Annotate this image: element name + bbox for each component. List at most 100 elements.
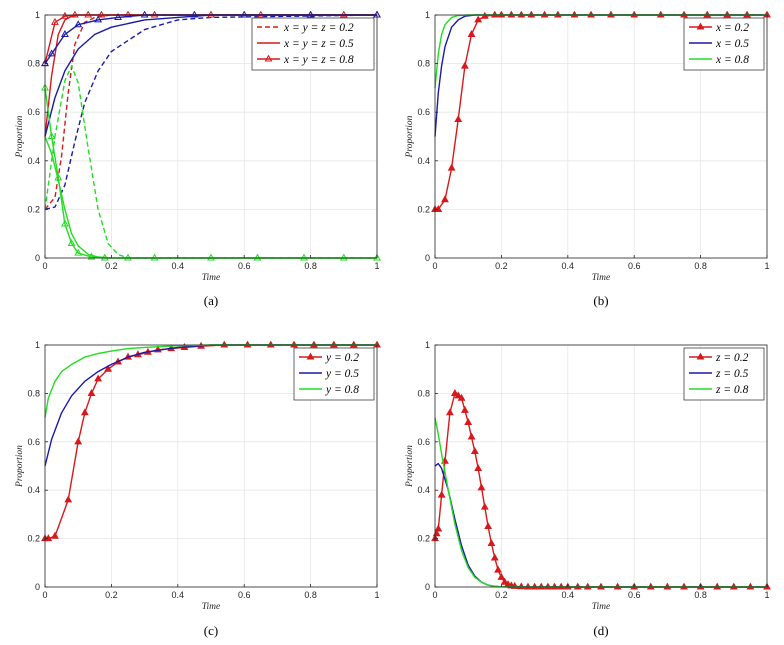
legend-label: x = y = z = 0.8 (283, 54, 354, 66)
y-tick-label: 0.2 (27, 534, 40, 544)
data-point-marker (253, 253, 262, 261)
data-point-marker (94, 15, 103, 23)
x-tick-label: 0.4 (172, 590, 185, 600)
y-tick-label: 0 (35, 253, 40, 263)
y-tick-label: 0 (425, 253, 430, 263)
data-point-marker (84, 11, 93, 18)
legend-label: z = 0.2 (715, 352, 749, 364)
data-point-marker (460, 61, 469, 69)
data-point-marker (454, 115, 463, 123)
data-point-marker (64, 495, 73, 503)
data-point-marker (87, 388, 96, 396)
data-point-marker (474, 464, 483, 471)
y-axis-label: Proportion (405, 445, 415, 488)
y-tick-label: 1 (35, 340, 40, 350)
y-tick-label: 0.4 (417, 485, 430, 495)
data-point-marker (454, 391, 463, 399)
x-axis-label: Time (592, 602, 610, 612)
axes-box (44, 14, 378, 259)
series-line-5 (44, 14, 377, 137)
data-point-marker (47, 49, 56, 57)
y-tick-label: 0.8 (27, 59, 40, 69)
x-tick-label: 0.8 (694, 590, 707, 600)
legend-marker (306, 352, 315, 360)
chart-panel-2: 0 0.2 0.4 0.6 0.8 1 0 0.2 0.4 0.6 0.8 1 Time Proporti… (405, 10, 771, 308)
data-point-marker (61, 30, 69, 37)
x-tick-label: 0.8 (304, 590, 317, 600)
data-point-marker (467, 30, 476, 37)
subfigure-caption: (a) (204, 293, 218, 308)
x-tick-label: 0.6 (238, 590, 251, 600)
data-point-marker (447, 163, 456, 171)
y-tick-label: 0.6 (417, 437, 430, 447)
x-tick-label: 0.2 (495, 590, 508, 600)
data-point-marker (140, 11, 149, 18)
plot-area (41, 11, 381, 261)
data-point-marker (74, 437, 83, 445)
subfigure-caption: (b) (593, 293, 608, 308)
legend-label: y = 0.8 (325, 384, 359, 396)
legend-label: y = 0.2 (325, 352, 359, 364)
x-tick-label: 0.4 (562, 590, 575, 600)
data-point-marker (74, 20, 83, 28)
data-point-marker (470, 447, 479, 455)
x-axis-label: Time (592, 273, 610, 283)
data-point-marker (434, 524, 443, 532)
x-tick-label: 0 (42, 261, 47, 271)
data-point-marker (104, 364, 112, 372)
y-tick-label: 0.2 (27, 204, 40, 214)
data-point-marker (190, 11, 199, 18)
y-tick-label: 0.8 (27, 388, 40, 398)
data-point-marker (61, 11, 69, 19)
subfigure-caption: (d) (593, 623, 608, 638)
x-tick-label: 0 (42, 590, 47, 600)
data-point-marker (497, 572, 506, 580)
x-tick-label: 0.6 (628, 261, 641, 271)
data-point-marker (100, 253, 109, 261)
y-tick-label: 0.4 (27, 156, 40, 166)
y-axis-label: Proportion (15, 445, 25, 488)
x-axis-label: Time (202, 602, 220, 612)
data-point-marker (97, 11, 106, 18)
data-point-marker (74, 248, 83, 256)
data-point-marker (51, 17, 59, 25)
axes-box (434, 344, 768, 588)
legend-box (293, 347, 375, 401)
y-tick-label: 0 (425, 582, 430, 592)
x-tick-label: 0.2 (105, 261, 118, 271)
legend-marker (696, 22, 705, 30)
x-tick-label: 1 (764, 590, 769, 600)
axes-box (434, 14, 768, 259)
data-point-marker (306, 11, 315, 18)
series-line-2 (434, 462, 767, 588)
data-point-marker (434, 204, 443, 212)
chart-panel-3: 0 0.2 0.4 0.6 0.8 1 0 0.2 0.4 0.6 0.8 1 Time Proporti… (15, 340, 381, 638)
chart-panel-1: 0 0.2 0.4 0.6 0.8 1 0 0.2 0.4 0.6 0.8 1 Time Proporti… (15, 10, 381, 308)
data-point-marker (114, 13, 122, 20)
legend-label: z = 0.8 (715, 384, 749, 396)
x-tick-label: 1 (374, 261, 379, 271)
data-point-marker (87, 252, 96, 260)
data-point-marker (480, 502, 489, 510)
chart-panel-4: 0 0.2 0.4 0.6 0.8 1 0 0.2 0.4 0.6 0.8 1 Time Proporti… (405, 340, 771, 638)
y-tick-label: 0.4 (27, 485, 40, 495)
series-line-6 (44, 136, 377, 259)
y-axis-label: Proportion (405, 115, 415, 158)
data-point-marker (373, 253, 381, 261)
data-point-marker (464, 418, 473, 425)
plot-area (431, 388, 771, 590)
legend-label: x = 0.8 (715, 54, 749, 66)
legend: x = 0.2 x = 0.5 x = 0.8 (683, 17, 765, 71)
legend-box (251, 17, 375, 71)
series-line-3 (44, 65, 377, 259)
x-tick-label: 0.2 (495, 261, 508, 271)
data-point-marker (474, 15, 483, 23)
x-tick-label: 0.4 (172, 261, 185, 271)
data-point-marker (437, 490, 446, 498)
data-point-marker (457, 393, 466, 401)
legend: z = 0.2 z = 0.5 z = 0.8 (683, 347, 765, 401)
x-tick-label: 0.8 (694, 261, 707, 271)
data-point-marker (67, 239, 76, 246)
series-line-2 (44, 344, 377, 467)
data-point-marker (500, 577, 509, 585)
